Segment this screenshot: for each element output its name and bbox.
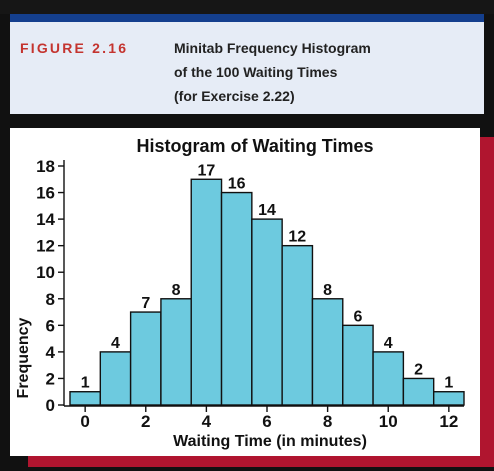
bar-value-label: 16 xyxy=(228,176,246,193)
bar-value-label: 2 xyxy=(414,361,423,378)
histogram-bar xyxy=(372,351,405,406)
histogram-bar xyxy=(342,324,374,406)
y-tick-label: 6 xyxy=(46,316,55,335)
bar-value-label: 1 xyxy=(444,375,453,392)
histogram-bar xyxy=(281,244,314,406)
caption-line-1: Minitab Frequency Histogram xyxy=(174,40,371,56)
x-tick-label: 6 xyxy=(262,412,271,431)
figure-caption-box: FIGURE 2.16 Minitab Frequency Histogram … xyxy=(10,22,484,114)
y-tick-label: 10 xyxy=(36,263,55,282)
caption-line-2: of the 100 Waiting Times xyxy=(174,64,338,80)
histogram-bar xyxy=(99,351,132,406)
bar-value-label: 14 xyxy=(258,202,276,219)
bar-value-label: 17 xyxy=(197,162,215,179)
bar-value-label: 8 xyxy=(323,282,332,299)
y-tick-label: 16 xyxy=(36,184,55,203)
histogram-bar xyxy=(190,178,223,406)
histogram-bar xyxy=(402,377,435,406)
histogram-bar xyxy=(311,298,344,406)
y-axis-label: Frequency xyxy=(15,317,32,398)
bar-value-label: 4 xyxy=(384,335,393,352)
bar-value-label: 7 xyxy=(141,295,150,312)
histogram-chart: Histogram of Waiting Times Waiting Time … xyxy=(15,136,465,450)
x-tick-label: 2 xyxy=(141,412,150,431)
histogram-bar xyxy=(69,391,102,406)
caption-line-3: (for Exercise 2.22) xyxy=(174,88,295,104)
histogram-bar xyxy=(160,298,192,406)
bar-value-label: 4 xyxy=(111,335,120,352)
y-tick-label: 0 xyxy=(46,396,55,415)
y-tick-label: 2 xyxy=(46,369,55,388)
chart-title: Histogram of Waiting Times xyxy=(136,136,373,156)
y-tick-label: 8 xyxy=(46,290,55,309)
x-axis-label: Waiting Time (in minutes) xyxy=(173,433,367,450)
y-tick-label: 12 xyxy=(36,237,55,256)
x-tick-label: 12 xyxy=(439,412,458,431)
histogram-bar xyxy=(129,311,162,406)
x-tick-label: 4 xyxy=(202,412,212,431)
bar-value-label: 1 xyxy=(81,375,90,392)
histogram-bar xyxy=(251,218,283,406)
figure-caption: Minitab Frequency Histogram of the 100 W… xyxy=(174,36,474,108)
bar-value-label: 12 xyxy=(288,229,306,246)
figure-label: FIGURE 2.16 xyxy=(20,40,129,56)
top-border xyxy=(0,0,494,14)
y-tick-label: 14 xyxy=(36,210,55,229)
histogram-bar xyxy=(220,191,253,406)
bar-value-label: 8 xyxy=(172,282,181,299)
x-tick-label: 0 xyxy=(80,412,89,431)
y-tick-label: 4 xyxy=(46,343,56,362)
bar-value-label: 6 xyxy=(353,308,362,325)
x-tick-label: 10 xyxy=(379,412,398,431)
figure-rule xyxy=(10,14,484,22)
y-tick-label: 18 xyxy=(36,157,55,176)
histogram-bar xyxy=(432,391,465,406)
chart-panel: Histogram of Waiting Times Waiting Time … xyxy=(10,128,480,456)
x-tick-label: 8 xyxy=(323,412,332,431)
